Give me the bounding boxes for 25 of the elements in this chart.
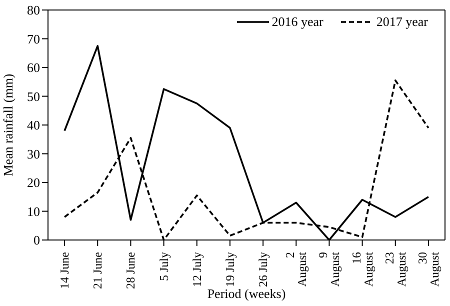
y-tick-label: 80	[27, 2, 40, 18]
x-tick-label: 23 August	[382, 251, 408, 287]
x-tick-label: 9 August	[316, 251, 342, 287]
y-tick-label: 20	[27, 175, 40, 190]
y-tick-label: 60	[27, 60, 40, 76]
legend-label: 2017 year	[376, 14, 428, 30]
y-tick-label: 40	[27, 118, 40, 133]
y-tick-label: 50	[27, 88, 40, 104]
legend-label: 2016 year	[272, 14, 324, 30]
x-axis-title: Period (weeks)	[207, 286, 286, 301]
x-tick-label: 26 July	[256, 252, 270, 288]
x-tick-label: 2 August	[283, 251, 310, 287]
x-tick-label: 5 July	[156, 252, 171, 282]
y-tick-label: 30	[27, 146, 40, 162]
x-tick-label: 12 July	[190, 252, 204, 288]
y-tick-label: 0	[34, 232, 40, 248]
x-tick-label: 16 August	[349, 251, 376, 287]
x-tick-label: 21 June	[90, 252, 105, 289]
x-tick-label: 14 June	[58, 252, 72, 289]
y-tick-label: 70	[27, 31, 40, 46]
x-tick-label: 28 June	[124, 252, 138, 289]
x-tick-label: 30 August	[415, 251, 442, 287]
y-tick-label: 10	[27, 204, 40, 219]
y-axis-title: Mean rainfall (mm)	[0, 74, 16, 176]
x-tick-label: 19 July	[222, 252, 237, 288]
